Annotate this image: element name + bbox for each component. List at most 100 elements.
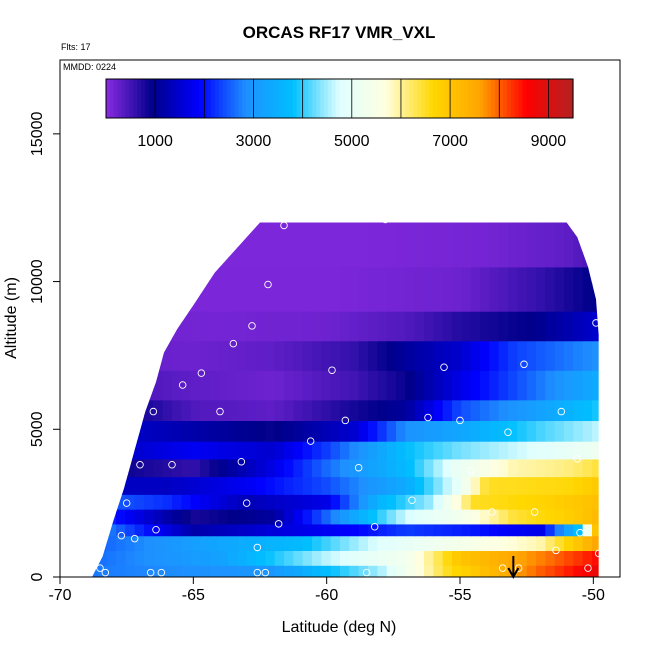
colorbar-swatch: [308, 79, 313, 118]
heat-cell: [620, 400, 630, 421]
data-point: [341, 416, 350, 425]
heat-cell: [414, 509, 425, 525]
heat-cell: [265, 370, 276, 401]
heat-cell: [452, 565, 462, 577]
heat-cell: [414, 266, 425, 312]
heat-cell: [526, 523, 537, 537]
heat-cell: [424, 399, 434, 422]
heat-cell: [190, 550, 201, 566]
colorbar-swatch: [269, 79, 274, 118]
heat-cell: [116, 523, 126, 537]
heat-cell: [209, 494, 220, 510]
heat-cell: [526, 535, 537, 552]
heat-cell: [573, 509, 584, 525]
heat-cell: [284, 370, 294, 401]
heat-cell: [274, 420, 285, 442]
colorbar-swatch: [106, 79, 111, 118]
heat-cell: [181, 509, 192, 525]
heat-cell: [442, 441, 453, 460]
heat-cell: [452, 509, 462, 525]
heat-cell: [209, 399, 220, 422]
heat-cell: [592, 266, 599, 312]
flights-label: Flts: 17: [61, 42, 91, 52]
colorbar-tick-label: 5000: [334, 133, 370, 150]
heat-cell: [582, 523, 593, 537]
heat-cell: [172, 420, 182, 442]
heat-cell: [153, 311, 164, 342]
heat-cell: [209, 340, 220, 371]
heat-cell: [358, 550, 369, 566]
heat-cell: [293, 509, 304, 525]
heat-cell: [526, 311, 537, 342]
colorbar-swatch: [382, 79, 387, 118]
heat-cell: [237, 441, 248, 460]
heat-cell: [116, 509, 126, 525]
heat-cell: [564, 565, 574, 577]
heat-cell: [312, 509, 322, 525]
heat-cell: [106, 266, 117, 312]
heat-cell: [526, 494, 537, 510]
heat-cell: [125, 565, 136, 577]
colorbar-swatch: [358, 79, 364, 118]
heat-cell: [79, 370, 89, 400]
heat-cell: [405, 266, 416, 312]
heat-cell: [424, 535, 434, 552]
heat-cell: [293, 550, 304, 566]
heat-cell: [377, 523, 388, 537]
heat-cell: [564, 550, 574, 566]
heat-cell: [601, 420, 611, 441]
colorbar-swatch: [195, 79, 200, 118]
heat-cell: [498, 399, 509, 422]
heat-cell: [144, 535, 154, 552]
heat-cell: [358, 420, 369, 442]
heat-cell: [256, 399, 266, 422]
heat-cell: [554, 420, 565, 442]
heat-cell: [601, 494, 611, 509]
y-axis-label: Altitude (m): [3, 277, 20, 359]
heat-cell: [116, 565, 126, 577]
heat-cell: [386, 565, 397, 577]
heat-cell: [153, 340, 164, 371]
heat-cell: [153, 370, 164, 401]
heat-cell: [284, 266, 294, 312]
heat-cell: [592, 523, 599, 537]
heat-cell: [125, 535, 136, 552]
heat-cell: [573, 399, 584, 422]
heat-cell: [218, 509, 229, 525]
heat-cell: [498, 370, 509, 401]
heat-cell: [106, 523, 117, 537]
heat-cell: [69, 341, 79, 371]
heat-cell: [246, 458, 257, 478]
heat-cell: [274, 523, 285, 537]
heat-cell: [508, 523, 518, 537]
colorbar-swatch: [483, 79, 488, 118]
heat-cell: [190, 266, 201, 312]
heat-cell: [489, 494, 500, 510]
heat-cell: [97, 509, 108, 525]
heat-cell: [611, 267, 621, 312]
heat-cell: [433, 399, 444, 422]
heat-cell: [358, 535, 369, 552]
heat-cell: [330, 550, 341, 566]
heat-cell: [116, 476, 126, 495]
colorbar-swatch: [199, 79, 204, 118]
heat-cell: [69, 441, 79, 459]
heat-cell: [256, 509, 266, 525]
data-point: [520, 360, 528, 369]
heat-cell: [620, 370, 630, 400]
heat-cell: [97, 441, 108, 460]
heat-cell: [228, 311, 238, 342]
heat-cell: [265, 441, 276, 460]
heat-cell: [489, 509, 500, 525]
heat-cell: [92, 494, 98, 510]
heat-cell: [134, 494, 145, 510]
heat-cell: [358, 266, 369, 312]
heat-cell: [106, 476, 117, 495]
heat-cell: [218, 441, 229, 460]
heat-cell: [611, 400, 621, 421]
chart-title: ORCAS RF17 VMR_VXL: [243, 23, 436, 42]
heat-cell: [125, 509, 136, 525]
heat-cell: [396, 441, 406, 460]
heat-cell: [302, 266, 313, 312]
heat-cell: [209, 509, 220, 525]
